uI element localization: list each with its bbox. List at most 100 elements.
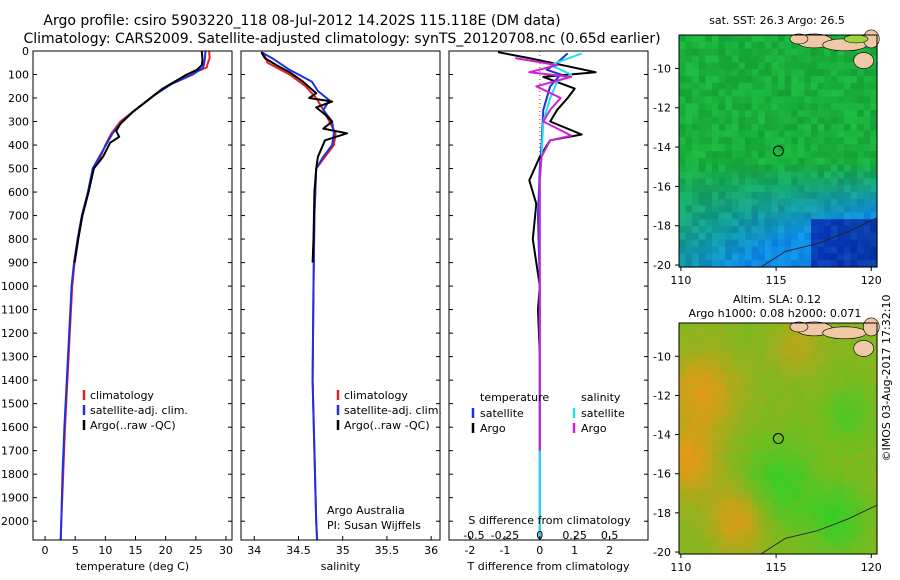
x-tick-label: 2 xyxy=(606,544,613,557)
map-cell xyxy=(758,137,766,145)
map-cell xyxy=(870,431,878,440)
map-cell xyxy=(824,438,832,446)
map-cell xyxy=(784,336,792,344)
map-cell xyxy=(811,356,819,365)
map-cell xyxy=(758,144,766,152)
map-cell xyxy=(863,219,871,227)
map-cell xyxy=(745,533,753,542)
map-cell xyxy=(844,137,852,145)
map-cell xyxy=(817,452,825,460)
map-cell xyxy=(870,336,878,344)
map-cell xyxy=(778,486,786,494)
map-cell xyxy=(712,336,720,344)
map-cell xyxy=(712,397,720,406)
map-cell xyxy=(804,370,812,378)
map-cell xyxy=(804,533,812,542)
map-cell xyxy=(758,110,766,118)
map-cell xyxy=(758,116,766,125)
map-cell xyxy=(698,48,706,57)
map-cell xyxy=(870,137,878,145)
map-cell xyxy=(857,533,865,542)
map-cell xyxy=(804,547,812,555)
map-cell xyxy=(679,116,687,125)
map-cell xyxy=(692,390,700,399)
map-cell xyxy=(745,336,753,344)
map-cell xyxy=(778,540,786,548)
map-cell xyxy=(850,219,858,227)
map-cell xyxy=(725,356,733,365)
coastline-contour xyxy=(760,504,878,555)
map-cell xyxy=(764,350,772,358)
map-cell xyxy=(804,486,812,494)
map-cell xyxy=(764,377,772,385)
land-shape xyxy=(843,34,869,44)
map-cell xyxy=(738,253,746,261)
map-cell xyxy=(725,219,733,227)
map-cell xyxy=(797,465,805,474)
map-cell xyxy=(870,424,878,433)
map-cell xyxy=(725,41,733,50)
map-cell xyxy=(837,144,845,152)
map-cell xyxy=(844,479,852,487)
map-cell xyxy=(698,452,706,460)
map-cell xyxy=(830,370,838,378)
map-cell xyxy=(837,239,845,248)
map-cell xyxy=(870,520,878,528)
map-cell xyxy=(758,130,766,138)
map-cell xyxy=(745,390,753,399)
map-cell xyxy=(692,198,700,207)
map-cell xyxy=(764,472,772,480)
x-axis-label: temperature (deg C) xyxy=(76,560,189,573)
map-cell xyxy=(863,253,871,261)
map-cell xyxy=(692,424,700,433)
map-cell xyxy=(745,226,753,234)
map-cell xyxy=(830,506,838,514)
map-cell xyxy=(758,418,766,426)
map-cell xyxy=(857,246,865,254)
map-cell xyxy=(784,404,792,412)
map-cell xyxy=(817,363,825,372)
map-cell xyxy=(738,89,746,98)
map-cell xyxy=(764,116,772,125)
map-cell xyxy=(863,69,871,77)
map-cell xyxy=(811,96,819,104)
map-cell xyxy=(731,110,739,118)
map-cell xyxy=(778,520,786,528)
map-cell xyxy=(857,356,865,365)
map-cell xyxy=(870,370,878,378)
map-cell xyxy=(685,116,693,125)
map-cell xyxy=(844,246,852,254)
map-cell xyxy=(811,205,819,214)
map-cell xyxy=(844,171,852,179)
map-cell xyxy=(679,103,687,111)
map-cell xyxy=(705,472,713,480)
map-cell xyxy=(863,404,871,412)
map-cell xyxy=(824,205,832,214)
map-cell xyxy=(837,178,845,186)
map-cell xyxy=(751,137,759,145)
map-cell xyxy=(745,397,753,406)
map-cell xyxy=(692,533,700,542)
map-cell xyxy=(863,164,871,173)
map-cell xyxy=(863,438,871,446)
map-cell xyxy=(685,404,693,412)
map-cell xyxy=(778,198,786,207)
map-cell xyxy=(844,458,852,467)
map-cell xyxy=(778,96,786,104)
map-cell xyxy=(751,499,759,508)
map-cell xyxy=(791,350,799,358)
map-cell xyxy=(751,431,759,440)
map-cell xyxy=(824,48,832,57)
map-cell xyxy=(804,48,812,57)
map-cell xyxy=(692,130,700,138)
map-cell xyxy=(784,171,792,179)
map-cell xyxy=(844,96,852,104)
map-cell xyxy=(718,513,726,521)
map-cell xyxy=(718,336,726,344)
map-cell xyxy=(850,363,858,372)
map-cell xyxy=(692,377,700,385)
map-cell xyxy=(712,486,720,494)
map-cell xyxy=(731,82,739,91)
map-cell xyxy=(771,526,779,535)
map-cell xyxy=(778,452,786,460)
